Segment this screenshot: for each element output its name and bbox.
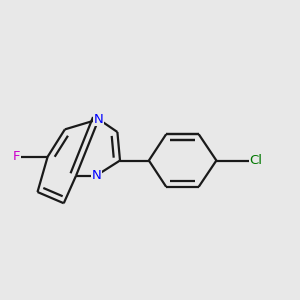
Text: Cl: Cl (250, 154, 262, 167)
Text: N: N (94, 113, 103, 126)
Text: N: N (92, 169, 101, 182)
Text: F: F (12, 150, 20, 163)
